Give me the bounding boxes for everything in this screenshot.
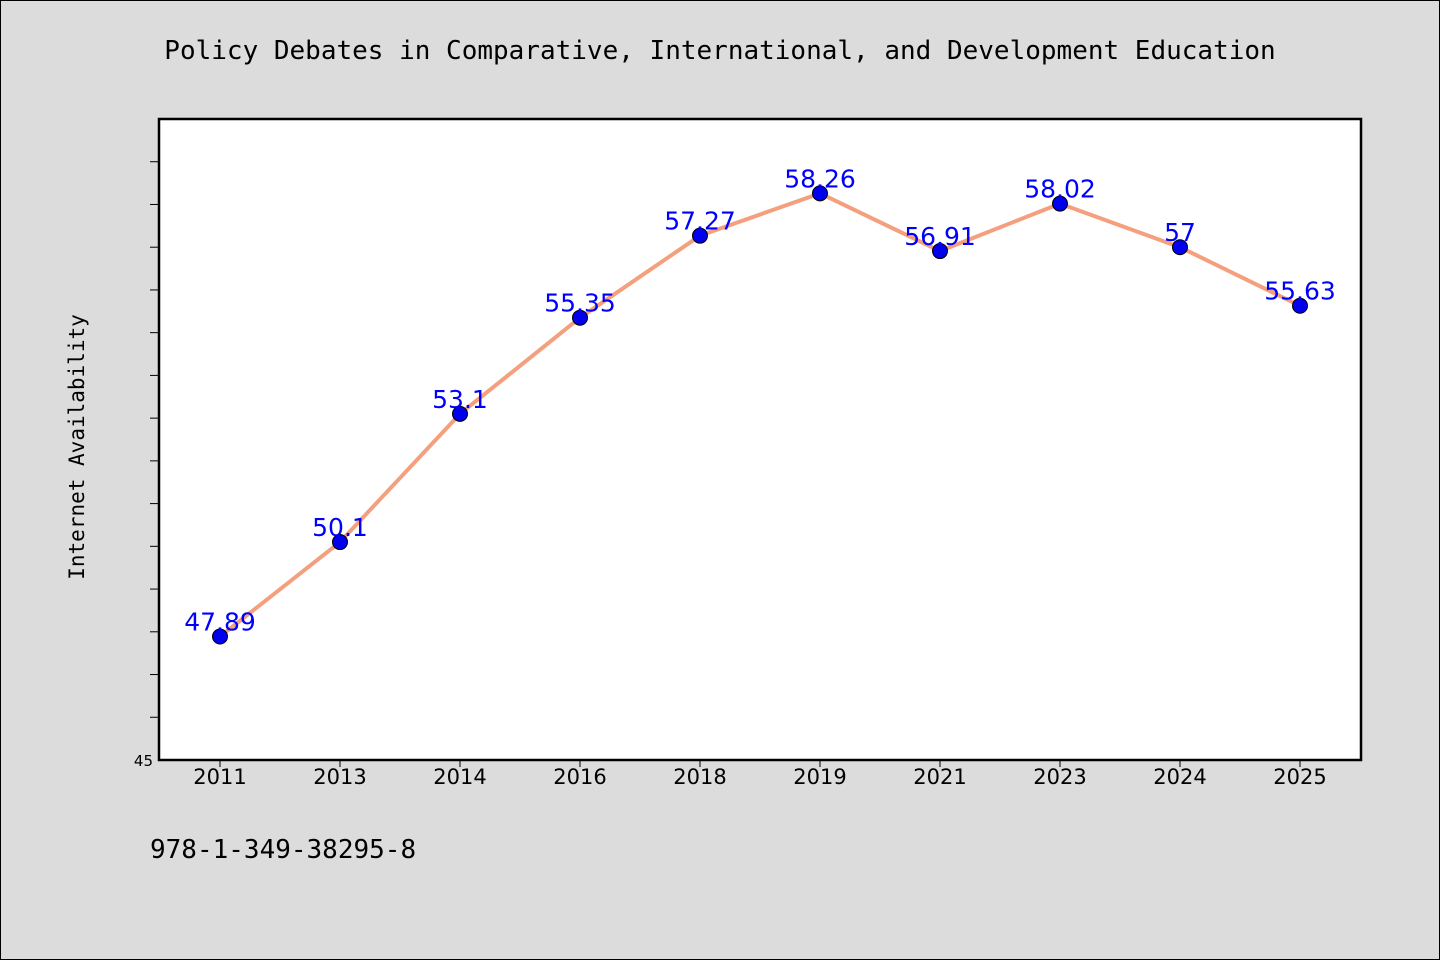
data-label: 55.35 [544,289,616,318]
data-point-marker [692,227,708,244]
data-label: 53.1 [432,385,488,414]
x-axis-ticks: 2011 2013 2014 2016 2018 2019 2021 2023 2024 2025 [193,760,1327,789]
isbn-footer: 978-1-349-38295-8 [150,835,417,865]
data-point-marker [332,534,348,551]
x-tick-label: 2024 [1153,765,1206,789]
data-series: 47.89 50.1 53.1 55.35 57.27 58.26 56.91 58.02 57… [184,164,1336,645]
x-tick-label: 2013 [313,765,366,789]
series-line [218,191,1302,639]
x-tick-label: 2023 [1033,765,1086,789]
data-point-marker [572,309,588,326]
data-label: 47.89 [184,608,256,637]
y-axis-ticks: 45 [134,161,159,770]
chart-title: Policy Debates in Comparative, Internati… [164,36,1276,66]
data-point-marker [1172,239,1188,256]
x-tick-label: 2011 [193,765,246,789]
data-point-marker [932,243,948,260]
x-tick-label: 2018 [673,765,726,789]
data-label: 58.26 [784,164,856,193]
x-tick-label: 2025 [1273,765,1326,789]
data-label: 57.27 [664,207,736,236]
data-label: 58.02 [1024,175,1096,204]
data-point-marker [212,628,228,645]
data-point-marker [452,405,468,422]
data-label: 55.63 [1264,277,1336,306]
plot-area [157,117,1363,762]
data-label: 56.91 [904,222,976,251]
data-point-marker [1052,195,1068,212]
data-label: 50.1 [312,513,368,542]
data-point-marker [812,185,828,202]
data-point-marker [1292,297,1308,314]
x-tick-label: 2016 [553,765,606,789]
x-tick-label: 2019 [793,765,846,789]
y-tick-label: 45 [134,752,153,770]
data-label: 57 [1164,218,1196,247]
x-tick-label: 2014 [433,765,486,789]
x-tick-label: 2021 [913,765,966,789]
